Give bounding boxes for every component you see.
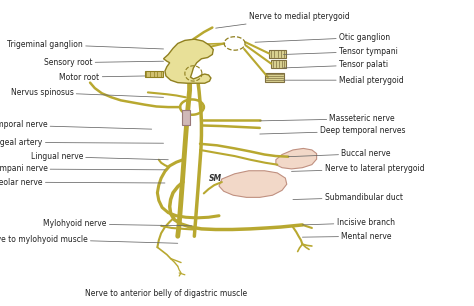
Bar — [271, 60, 286, 68]
Text: Submandibular duct: Submandibular duct — [293, 193, 403, 202]
Bar — [182, 110, 190, 125]
Text: Mental nerve: Mental nerve — [302, 232, 392, 241]
Text: Middle meningeal artery: Middle meningeal artery — [0, 138, 164, 147]
Bar — [145, 71, 163, 77]
Text: Deep temporal nerves: Deep temporal nerves — [260, 126, 405, 136]
Text: Tensor tympani: Tensor tympani — [283, 47, 398, 56]
Text: Nerve to lateral pterygoid: Nerve to lateral pterygoid — [292, 164, 424, 174]
Bar — [265, 73, 284, 82]
Text: Inferior alveolar nerve: Inferior alveolar nerve — [0, 177, 165, 187]
Text: Medial pterygoid: Medial pterygoid — [283, 76, 404, 85]
Text: Masseteric nerve: Masseteric nerve — [260, 114, 395, 123]
Polygon shape — [219, 171, 287, 197]
Text: Chorda tympani nerve: Chorda tympani nerve — [0, 164, 165, 174]
Text: Trigeminal ganglion: Trigeminal ganglion — [7, 40, 164, 49]
Text: Nerve to anterior belly of digastric muscle: Nerve to anterior belly of digastric mus… — [85, 289, 247, 298]
Text: Otic ganglion: Otic ganglion — [255, 33, 390, 42]
Text: Lingual nerve: Lingual nerve — [31, 152, 168, 161]
Text: Motor root: Motor root — [59, 73, 149, 82]
Text: Mylohyoid nerve: Mylohyoid nerve — [43, 219, 192, 229]
Bar — [269, 50, 286, 58]
Text: Auriculotemporal nerve: Auriculotemporal nerve — [0, 120, 152, 129]
Text: Buccal nerve: Buccal nerve — [288, 149, 391, 158]
Text: SM: SM — [209, 174, 222, 183]
Text: Tensor palati: Tensor palati — [283, 60, 388, 69]
Text: Nerve to mylohyoid muscle: Nerve to mylohyoid muscle — [0, 235, 178, 244]
Text: Nervus spinosus: Nervus spinosus — [10, 88, 164, 97]
Polygon shape — [164, 39, 213, 83]
Text: Sensory root: Sensory root — [44, 58, 164, 67]
Text: Nerve to medial pterygoid: Nerve to medial pterygoid — [216, 12, 350, 28]
Polygon shape — [276, 148, 317, 169]
Text: Incisive branch: Incisive branch — [302, 218, 394, 227]
